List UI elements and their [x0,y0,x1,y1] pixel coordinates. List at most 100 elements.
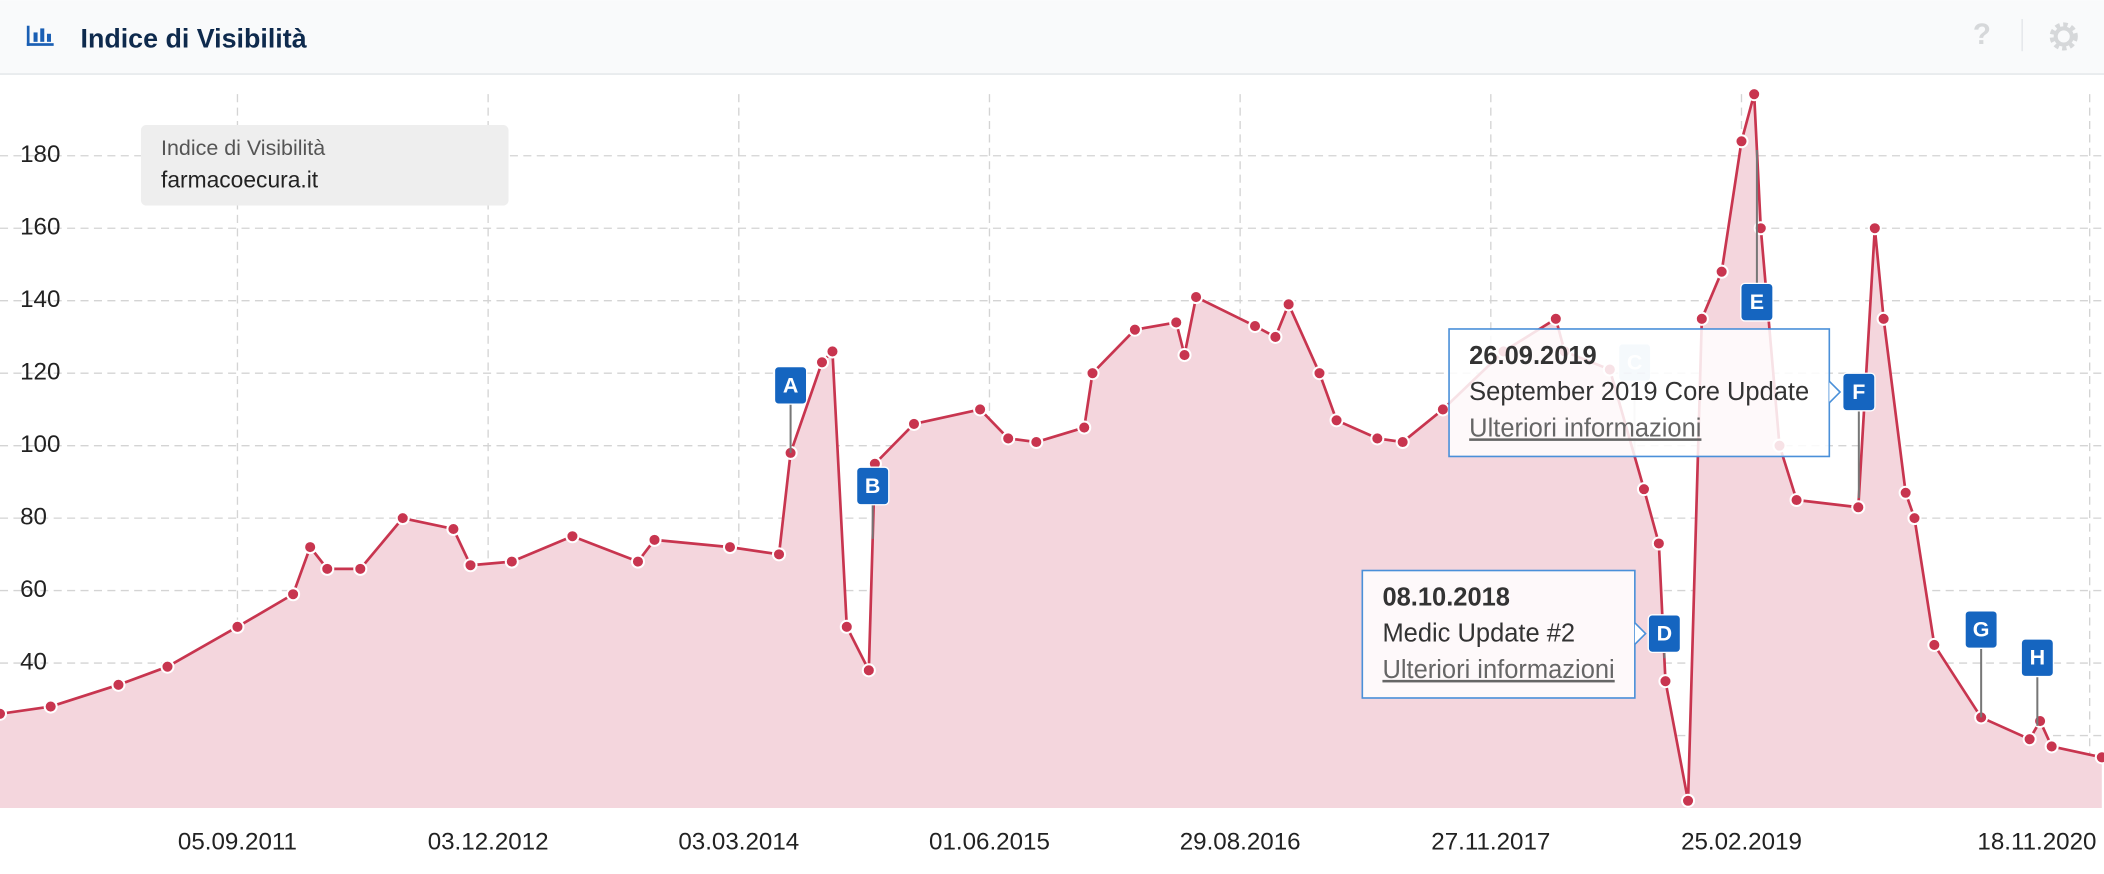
x-tick-label: 03.03.2014 [678,828,799,855]
data-point [906,416,922,431]
event-label: H [2030,646,2046,670]
data-point [303,540,318,555]
event-marker [1842,372,1876,412]
data-point [1395,434,1410,450]
event-marker [855,466,890,506]
data-point [1867,221,1882,236]
event-label: B [865,474,881,498]
data-point [861,663,876,678]
header-title: Indice di Visibilità [81,24,307,54]
data-point [1169,315,1184,330]
data-point [1789,492,1804,508]
data-point [1077,420,1092,435]
data-point [565,529,580,544]
data-point [504,554,519,569]
event-marker [2020,638,2055,678]
event-label: D [1657,622,1673,646]
data-point [973,402,988,417]
y-tick-label: 160 [20,214,60,241]
y-tick-label: 60 [20,576,47,603]
tooltip-pointer [1828,380,1842,404]
legend-title: Indice di Visibilità [161,136,325,160]
data-point [839,619,854,634]
data-point [1177,348,1192,363]
data-point [771,547,787,562]
event-marker [773,365,808,405]
data-point [1876,311,1891,326]
data-point [2044,739,2059,754]
legend-box [140,125,509,206]
x-tick-label: 01.06.2015 [929,828,1050,855]
data-point [1681,793,1696,808]
event-marker [1647,614,1682,654]
event-tooltip: 26.09.2019 September 2019 Core Update Ulte… [1448,328,1842,458]
data-point [1747,87,1762,102]
x-tick-label: 03.12.2012 [428,828,549,855]
data-point [1851,500,1866,515]
x-tick-label: 18.11.2020 [1977,828,2096,855]
event-flag[interactable]: H [2020,638,2055,726]
y-tick-label: 100 [20,431,60,458]
data-point [1927,637,1942,652]
data-point [1694,311,1709,326]
data-point [1734,134,1749,149]
y-tick-label: 180 [20,141,60,168]
tooltip-link[interactable]: Ulteriori informazioni [1469,414,1701,442]
data-point [1029,434,1044,450]
tooltip-date: 08.10.2018 [1382,583,1510,611]
data-point [2022,732,2037,747]
event-marker [1740,282,1774,322]
data-point [395,511,410,526]
data-point [814,355,830,370]
data-point [286,587,301,602]
data-point [825,344,840,359]
x-tick-label: 05.09.2011 [178,828,297,855]
settings-icon[interactable] [2049,22,2078,51]
data-point [1189,290,1204,305]
data-point [1127,322,1142,337]
event-tooltip: 08.10.2018 Medic Update #2 Ulteriori infor… [1361,569,1647,699]
data-point [2033,714,2048,729]
tooltip-title: Medic Update #2 [1382,620,1575,648]
event-flag[interactable]: G [1964,610,1998,718]
data-point [1651,536,1666,551]
tooltip-link[interactable]: Ulteriori informazioni [1382,656,1614,684]
data-point [722,540,738,555]
event-flag[interactable]: F [1842,372,1876,498]
data-point [320,561,335,576]
data-point [647,532,662,547]
tooltip-pointer [1634,622,1647,645]
data-point [463,558,478,573]
tooltip-date: 26.09.2019 [1469,342,1597,370]
y-tick-label: 120 [20,359,60,386]
data-point [1548,311,1563,326]
data-point [1370,431,1385,446]
event-label: A [783,373,799,397]
event-flag[interactable]: A [773,365,808,453]
data-point [111,677,126,692]
data-point [0,706,8,721]
data-point [43,699,58,714]
event-label: E [1750,290,1764,314]
data-point [1268,329,1283,344]
header-bar [0,0,2104,75]
plot: 2040608010012014016018005.09.201103.12.2… [0,87,2104,855]
event-flag[interactable]: D [1647,614,1682,659]
tooltip-title: September 2019 Core Update [1469,378,1809,406]
data-point [1636,482,1652,497]
tooltip-box [1448,328,1831,458]
data-point [1085,366,1100,381]
data-point [160,659,175,674]
data-point [446,521,461,537]
event-flag[interactable]: E [1740,150,1774,322]
x-tick-label: 27.11.2017 [1431,828,1550,855]
data-point [1247,319,1263,334]
event-flag[interactable]: B [855,466,890,539]
x-tick-label: 29.08.2016 [1180,828,1301,855]
data-point [2094,750,2104,765]
event-label: G [1973,618,1990,642]
chart-icon [26,25,54,46]
help-icon[interactable]: ? [1973,18,1991,51]
